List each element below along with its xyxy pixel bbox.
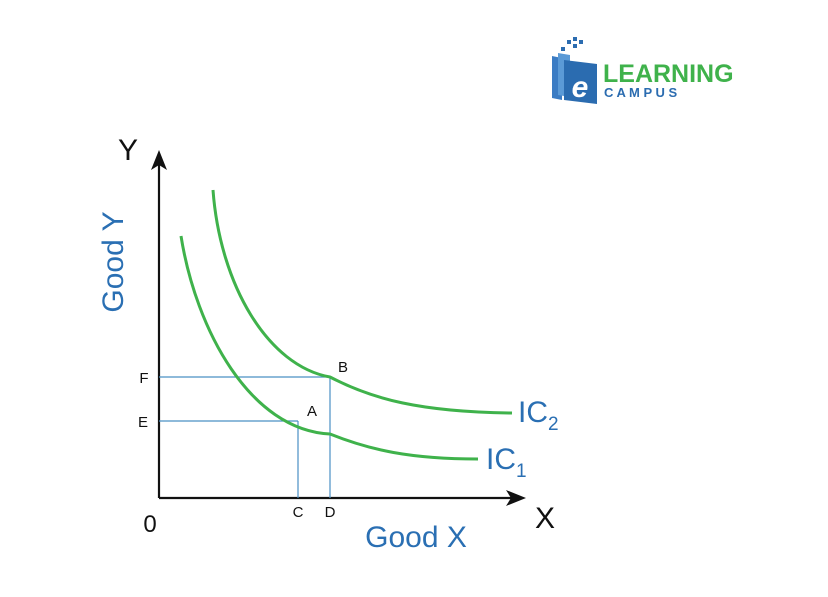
ic1-label: IC1 (486, 443, 527, 482)
point-b-label: B (338, 359, 348, 376)
x-axis-arrow-icon (506, 490, 526, 506)
point-a-label: A (307, 403, 317, 420)
logo-glyph: e (572, 71, 589, 104)
tick-d-label: D (325, 504, 336, 521)
x-axis-letter: X (535, 502, 555, 535)
ic1-label-subscript: 1 (516, 461, 527, 482)
logo-mark-icon: e (552, 37, 597, 104)
elearning-campus-logo: e LEARNING C A M P U S (552, 37, 734, 104)
x-axis-title: Good X (365, 521, 467, 554)
logo-title: LEARNING (603, 60, 734, 88)
ic2-label: IC2 (518, 396, 559, 435)
ic2-label-subscript: 2 (548, 414, 559, 435)
y-axis-title: Good Y (97, 211, 130, 312)
ic2-curve (211, 189, 513, 415)
tick-e-label: E (138, 414, 148, 431)
ic2-label-name: IC (518, 396, 548, 429)
origin-label: 0 (143, 511, 156, 538)
ic1-curve (179, 235, 479, 461)
y-axis-letter: Y (118, 134, 138, 167)
tick-f-label: F (139, 370, 148, 387)
logo-subtitle: C A M P U S (604, 85, 678, 100)
tick-c-label: C (293, 504, 304, 521)
axes (151, 150, 526, 506)
ic1-label-name: IC (486, 443, 516, 476)
y-axis-arrow-icon (151, 150, 167, 170)
guide-lines (159, 376, 331, 498)
